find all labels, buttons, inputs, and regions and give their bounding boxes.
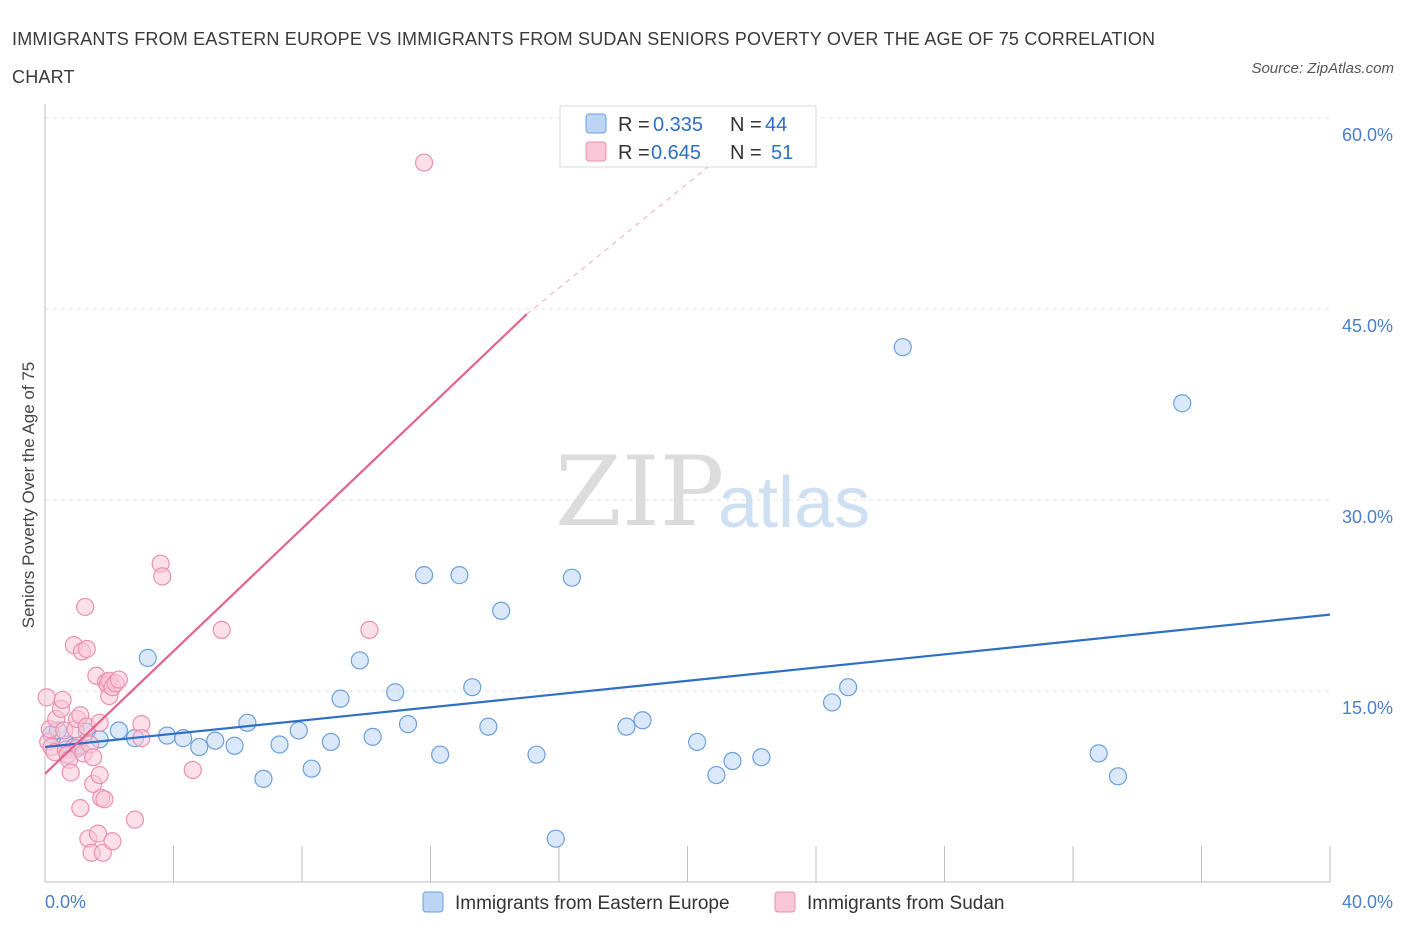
- point-eastern-europe: [289, 721, 308, 740]
- chart-title: IMMIGRANTS FROM EASTERN EUROPE VS IMMIGR…: [12, 29, 1156, 87]
- chart-source: Source: ZipAtlas.com: [1251, 60, 1394, 77]
- point-eastern-europe: [1108, 767, 1128, 786]
- point-eastern-europe: [479, 717, 498, 736]
- point-sudan: [183, 760, 202, 780]
- point-sudan: [125, 810, 145, 829]
- point-eastern-europe: [562, 568, 581, 587]
- point-eastern-europe: [238, 713, 257, 732]
- y-tick-label: 45.0%: [1342, 316, 1393, 336]
- point-eastern-europe: [350, 651, 369, 670]
- legend-n-label-2: N =: [730, 142, 762, 164]
- legend-r-label-2: R =: [618, 142, 650, 164]
- point-eastern-europe: [527, 745, 546, 764]
- y-tick-label: 15.0%: [1342, 698, 1393, 718]
- point-sudan: [37, 688, 56, 707]
- point-eastern-europe: [414, 566, 434, 585]
- point-sudan: [71, 799, 90, 818]
- trend-line-sudan: [44, 313, 528, 775]
- y-tick-labels: 15.0% 30.0% 45.0% 60.0%: [1342, 125, 1393, 718]
- point-eastern-europe: [225, 736, 244, 755]
- legend-r-label-1: R =: [618, 114, 650, 136]
- data-points: [37, 153, 1192, 862]
- point-sudan: [153, 567, 172, 586]
- axes: [44, 104, 1331, 883]
- series-legend-swatch-eastern-europe: [422, 891, 444, 913]
- point-eastern-europe: [302, 759, 321, 778]
- point-sudan: [76, 597, 95, 617]
- point-sudan: [77, 639, 96, 659]
- point-eastern-europe: [431, 745, 450, 764]
- stats-legend: R = 0.335 N = 44 R = 0.645 N = 51: [559, 105, 817, 168]
- y-axis-label: Seniors Poverty Over the Age of 75: [19, 362, 38, 628]
- x-tick-label: 0.0%: [45, 892, 86, 912]
- series-legend-label-eastern-europe: Immigrants from Eastern Europe: [455, 893, 730, 914]
- y-tick-label: 30.0%: [1342, 507, 1393, 527]
- series-legend: Immigrants from Eastern Europe Immigrant…: [422, 891, 1004, 914]
- point-eastern-europe: [688, 732, 707, 752]
- point-sudan: [61, 763, 80, 782]
- point-eastern-europe: [839, 678, 858, 697]
- point-eastern-europe: [450, 566, 469, 585]
- series-legend-swatch-sudan: [774, 891, 796, 913]
- point-sudan: [103, 832, 122, 851]
- point-sudan: [360, 620, 379, 639]
- legend-r-value-2: 0.645: [651, 142, 701, 164]
- point-eastern-europe: [138, 648, 157, 667]
- x-tick-labels: 0.0% 40.0%: [45, 892, 1393, 912]
- point-eastern-europe: [270, 735, 289, 754]
- trend-line-sudan-extrapolated: [526, 162, 714, 315]
- legend-r-value-1: 0.335: [653, 114, 703, 136]
- point-eastern-europe: [363, 727, 382, 746]
- point-sudan: [90, 765, 109, 785]
- point-eastern-europe: [546, 829, 565, 848]
- point-eastern-europe: [331, 689, 350, 708]
- point-eastern-europe: [398, 715, 418, 734]
- point-eastern-europe: [463, 678, 482, 697]
- x-tick-label: 40.0%: [1342, 892, 1393, 912]
- legend-swatch-blue: [585, 113, 607, 134]
- series-legend-label-sudan: Immigrants from Sudan: [807, 893, 1004, 914]
- legend-n-label-1: N =: [730, 114, 762, 136]
- legend-n-value-1: 44: [765, 114, 787, 136]
- trend-line-eastern-europe: [44, 613, 1331, 749]
- point-eastern-europe: [492, 601, 511, 620]
- point-eastern-europe: [321, 732, 341, 752]
- point-sudan: [212, 620, 231, 639]
- point-eastern-europe: [752, 748, 771, 767]
- point-eastern-europe: [1089, 744, 1108, 763]
- point-eastern-europe: [723, 751, 742, 771]
- point-sudan: [109, 670, 128, 689]
- point-sudan: [53, 690, 72, 710]
- point-eastern-europe: [893, 338, 912, 357]
- point-eastern-europe: [254, 769, 273, 788]
- y-tick-label: 60.0%: [1342, 125, 1393, 145]
- point-eastern-europe: [190, 737, 209, 757]
- point-eastern-europe: [707, 765, 726, 785]
- point-sudan: [414, 153, 434, 172]
- point-eastern-europe: [386, 683, 405, 702]
- grid: [45, 117, 1330, 692]
- point-sudan: [95, 790, 114, 809]
- point-eastern-europe: [109, 721, 128, 740]
- point-eastern-europe: [822, 693, 842, 712]
- point-eastern-europe: [1173, 394, 1192, 413]
- point-eastern-europe: [617, 717, 636, 736]
- watermark-atlas: atlas: [718, 463, 870, 543]
- point-eastern-europe: [633, 711, 652, 730]
- legend-n-value-2: 51: [771, 142, 793, 164]
- trend-lines: [44, 162, 1331, 775]
- point-eastern-europe: [206, 731, 225, 750]
- point-sudan: [88, 824, 108, 843]
- point-sudan: [84, 748, 103, 767]
- legend-swatch-pink: [585, 141, 607, 162]
- watermark-zip: ZIP: [555, 436, 724, 548]
